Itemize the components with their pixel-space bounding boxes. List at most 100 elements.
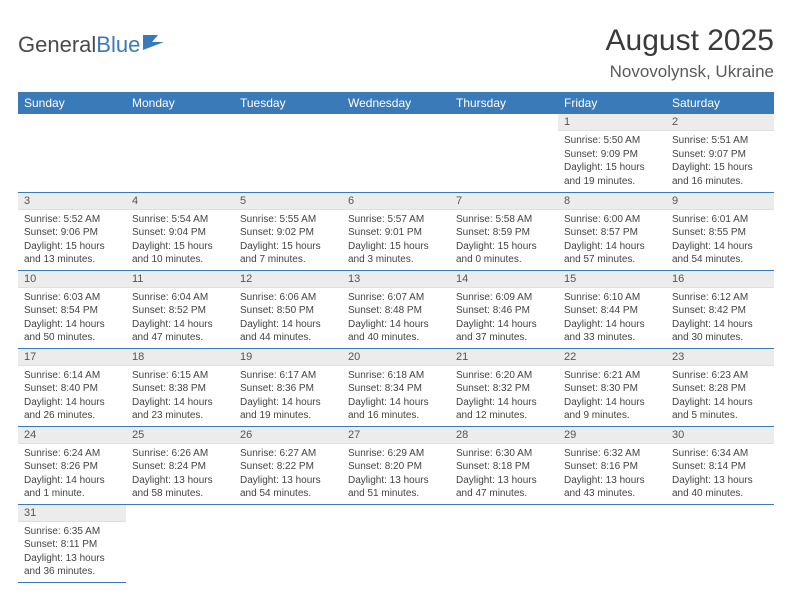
calendar-cell: [450, 114, 558, 192]
calendar-page: GeneralBlue August 2025 Novovolynsk, Ukr…: [0, 0, 792, 601]
calendar-cell: 31Sunrise: 6:35 AMSunset: 8:11 PMDayligh…: [18, 504, 126, 582]
location: Novovolynsk, Ukraine: [606, 62, 774, 82]
day-content: Sunrise: 6:06 AMSunset: 8:50 PMDaylight:…: [234, 288, 342, 348]
weekday-header: Friday: [558, 92, 666, 114]
day-content: Sunrise: 6:01 AMSunset: 8:55 PMDaylight:…: [666, 210, 774, 270]
calendar-cell: 13Sunrise: 6:07 AMSunset: 8:48 PMDayligh…: [342, 270, 450, 348]
calendar-cell: [18, 114, 126, 192]
day-number: 12: [234, 271, 342, 288]
calendar-cell: 27Sunrise: 6:29 AMSunset: 8:20 PMDayligh…: [342, 426, 450, 504]
calendar-cell: 7Sunrise: 5:58 AMSunset: 8:59 PMDaylight…: [450, 192, 558, 270]
day-content: Sunrise: 6:23 AMSunset: 8:28 PMDaylight:…: [666, 366, 774, 426]
calendar-row: 1Sunrise: 5:50 AMSunset: 9:09 PMDaylight…: [18, 114, 774, 192]
calendar-cell: 24Sunrise: 6:24 AMSunset: 8:26 PMDayligh…: [18, 426, 126, 504]
day-number: 23: [666, 349, 774, 366]
day-number: 5: [234, 193, 342, 210]
calendar-cell: 23Sunrise: 6:23 AMSunset: 8:28 PMDayligh…: [666, 348, 774, 426]
day-number: 20: [342, 349, 450, 366]
day-content: Sunrise: 6:30 AMSunset: 8:18 PMDaylight:…: [450, 444, 558, 504]
day-content: Sunrise: 6:15 AMSunset: 8:38 PMDaylight:…: [126, 366, 234, 426]
day-content: Sunrise: 6:12 AMSunset: 8:42 PMDaylight:…: [666, 288, 774, 348]
day-number: 25: [126, 427, 234, 444]
day-number: 31: [18, 505, 126, 522]
weekday-header: Wednesday: [342, 92, 450, 114]
day-number: 9: [666, 193, 774, 210]
calendar-cell: 9Sunrise: 6:01 AMSunset: 8:55 PMDaylight…: [666, 192, 774, 270]
day-content: Sunrise: 5:50 AMSunset: 9:09 PMDaylight:…: [558, 131, 666, 191]
calendar-row: 10Sunrise: 6:03 AMSunset: 8:54 PMDayligh…: [18, 270, 774, 348]
day-content: Sunrise: 6:03 AMSunset: 8:54 PMDaylight:…: [18, 288, 126, 348]
day-number: 2: [666, 114, 774, 131]
day-number: 22: [558, 349, 666, 366]
calendar-cell: [234, 504, 342, 582]
calendar-table: SundayMondayTuesdayWednesdayThursdayFrid…: [18, 92, 774, 583]
day-number: 13: [342, 271, 450, 288]
day-number: 21: [450, 349, 558, 366]
day-number: 27: [342, 427, 450, 444]
calendar-cell: 21Sunrise: 6:20 AMSunset: 8:32 PMDayligh…: [450, 348, 558, 426]
calendar-cell: 6Sunrise: 5:57 AMSunset: 9:01 PMDaylight…: [342, 192, 450, 270]
day-content: Sunrise: 6:00 AMSunset: 8:57 PMDaylight:…: [558, 210, 666, 270]
calendar-cell: 11Sunrise: 6:04 AMSunset: 8:52 PMDayligh…: [126, 270, 234, 348]
calendar-cell: 17Sunrise: 6:14 AMSunset: 8:40 PMDayligh…: [18, 348, 126, 426]
calendar-row: 31Sunrise: 6:35 AMSunset: 8:11 PMDayligh…: [18, 504, 774, 582]
calendar-cell: 4Sunrise: 5:54 AMSunset: 9:04 PMDaylight…: [126, 192, 234, 270]
day-number: 17: [18, 349, 126, 366]
calendar-cell: [450, 504, 558, 582]
calendar-cell: 12Sunrise: 6:06 AMSunset: 8:50 PMDayligh…: [234, 270, 342, 348]
calendar-cell: 8Sunrise: 6:00 AMSunset: 8:57 PMDaylight…: [558, 192, 666, 270]
weekday-header: Monday: [126, 92, 234, 114]
calendar-cell: [666, 504, 774, 582]
day-content: Sunrise: 6:27 AMSunset: 8:22 PMDaylight:…: [234, 444, 342, 504]
day-content: Sunrise: 6:14 AMSunset: 8:40 PMDaylight:…: [18, 366, 126, 426]
day-number: 15: [558, 271, 666, 288]
day-number: 18: [126, 349, 234, 366]
calendar-cell: 25Sunrise: 6:26 AMSunset: 8:24 PMDayligh…: [126, 426, 234, 504]
day-content: Sunrise: 5:55 AMSunset: 9:02 PMDaylight:…: [234, 210, 342, 270]
logo: GeneralBlue: [18, 32, 168, 58]
logo-text-1: General: [18, 32, 96, 58]
calendar-cell: 3Sunrise: 5:52 AMSunset: 9:06 PMDaylight…: [18, 192, 126, 270]
calendar-cell: [126, 504, 234, 582]
calendar-row: 17Sunrise: 6:14 AMSunset: 8:40 PMDayligh…: [18, 348, 774, 426]
day-number: 7: [450, 193, 558, 210]
calendar-cell: 15Sunrise: 6:10 AMSunset: 8:44 PMDayligh…: [558, 270, 666, 348]
day-number: 3: [18, 193, 126, 210]
day-content: Sunrise: 5:57 AMSunset: 9:01 PMDaylight:…: [342, 210, 450, 270]
day-number: 28: [450, 427, 558, 444]
day-content: Sunrise: 5:51 AMSunset: 9:07 PMDaylight:…: [666, 131, 774, 191]
title-block: August 2025 Novovolynsk, Ukraine: [606, 24, 774, 82]
weekday-header: Sunday: [18, 92, 126, 114]
logo-text-2: Blue: [96, 32, 140, 58]
calendar-cell: 16Sunrise: 6:12 AMSunset: 8:42 PMDayligh…: [666, 270, 774, 348]
calendar-cell: [234, 114, 342, 192]
day-content: Sunrise: 6:18 AMSunset: 8:34 PMDaylight:…: [342, 366, 450, 426]
weekday-header: Tuesday: [234, 92, 342, 114]
calendar-cell: 18Sunrise: 6:15 AMSunset: 8:38 PMDayligh…: [126, 348, 234, 426]
day-content: Sunrise: 6:24 AMSunset: 8:26 PMDaylight:…: [18, 444, 126, 504]
day-content: Sunrise: 6:04 AMSunset: 8:52 PMDaylight:…: [126, 288, 234, 348]
calendar-cell: 10Sunrise: 6:03 AMSunset: 8:54 PMDayligh…: [18, 270, 126, 348]
day-content: Sunrise: 6:17 AMSunset: 8:36 PMDaylight:…: [234, 366, 342, 426]
day-number: 14: [450, 271, 558, 288]
day-content: Sunrise: 5:58 AMSunset: 8:59 PMDaylight:…: [450, 210, 558, 270]
day-number: 29: [558, 427, 666, 444]
day-content: Sunrise: 6:21 AMSunset: 8:30 PMDaylight:…: [558, 366, 666, 426]
calendar-cell: 22Sunrise: 6:21 AMSunset: 8:30 PMDayligh…: [558, 348, 666, 426]
calendar-body: 1Sunrise: 5:50 AMSunset: 9:09 PMDaylight…: [18, 114, 774, 582]
calendar-cell: 29Sunrise: 6:32 AMSunset: 8:16 PMDayligh…: [558, 426, 666, 504]
calendar-cell: 19Sunrise: 6:17 AMSunset: 8:36 PMDayligh…: [234, 348, 342, 426]
day-number: 26: [234, 427, 342, 444]
day-number: 24: [18, 427, 126, 444]
day-content: Sunrise: 6:07 AMSunset: 8:48 PMDaylight:…: [342, 288, 450, 348]
day-number: 30: [666, 427, 774, 444]
calendar-cell: [342, 114, 450, 192]
day-number: 19: [234, 349, 342, 366]
calendar-cell: 2Sunrise: 5:51 AMSunset: 9:07 PMDaylight…: [666, 114, 774, 192]
day-content: Sunrise: 5:52 AMSunset: 9:06 PMDaylight:…: [18, 210, 126, 270]
calendar-cell: 20Sunrise: 6:18 AMSunset: 8:34 PMDayligh…: [342, 348, 450, 426]
calendar-cell: 30Sunrise: 6:34 AMSunset: 8:14 PMDayligh…: [666, 426, 774, 504]
calendar-cell: 28Sunrise: 6:30 AMSunset: 8:18 PMDayligh…: [450, 426, 558, 504]
day-number: 4: [126, 193, 234, 210]
day-number: 11: [126, 271, 234, 288]
